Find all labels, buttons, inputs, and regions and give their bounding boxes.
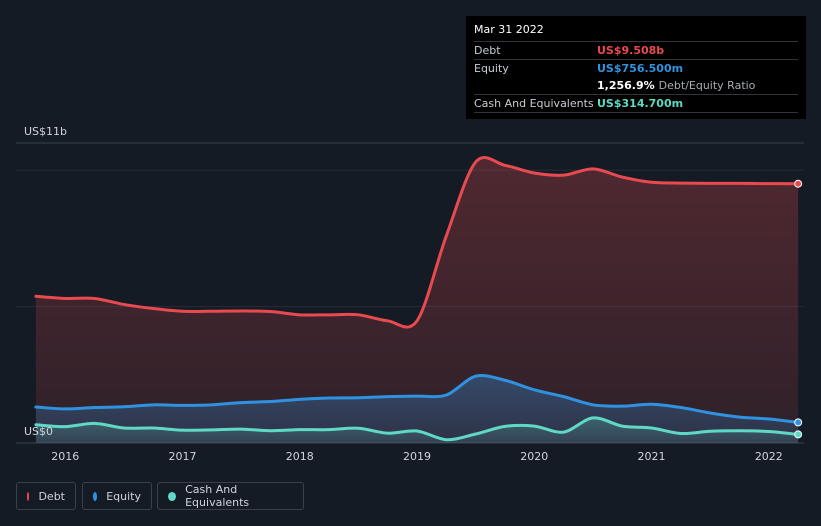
debt-dot-icon <box>27 491 30 501</box>
series-lines <box>34 156 800 442</box>
tooltip-ratio-label: Debt/Equity Ratio <box>658 79 756 92</box>
equity-dot-icon <box>93 491 98 501</box>
cash-endpoint <box>794 430 803 439</box>
equity-endpoint <box>794 418 803 427</box>
tooltip-ratio-value: 1,256.9% <box>597 79 655 92</box>
tooltip-debt-label: Debt <box>474 44 501 57</box>
x-tick-label: 2016 <box>51 450 79 463</box>
y-axis-bottom-label: US$0 <box>24 425 53 438</box>
legend-debt-label: Debt <box>38 489 65 503</box>
debt-endpoint <box>794 179 803 188</box>
x-tick-label: 2017 <box>169 450 197 463</box>
tooltip-debt-row: Debt US$9.508b <box>474 41 798 59</box>
y-axis-top-label: US$11b <box>24 125 67 138</box>
tooltip-debt-value: US$9.508b <box>597 44 665 57</box>
cash-line <box>34 416 800 442</box>
x-tick-label: 2018 <box>286 450 314 463</box>
tooltip-date: Mar 31 2022 <box>474 23 544 36</box>
tooltip-ratio-row: 1,256.9% Debt/Equity Ratio <box>474 77 798 94</box>
legend-cash-toggle[interactable]: Cash And Equivalents <box>157 482 304 510</box>
legend-cash-label: Cash And Equivalents <box>185 483 250 509</box>
tooltip-cash-row: Cash And Equivalents US$314.700m <box>474 94 798 113</box>
x-tick-label: 2020 <box>520 450 548 463</box>
tooltip-equity-value: US$756.500m <box>597 62 684 75</box>
equity-line <box>34 374 800 424</box>
series-areas <box>35 157 799 444</box>
tooltip-equity-label: Equity <box>474 62 509 75</box>
tooltip-panel: Mar 31 2022 Debt US$9.508b Equity US$756… <box>466 16 806 119</box>
series-endpoints <box>794 179 803 439</box>
cash-area <box>35 417 799 443</box>
debt-line <box>34 156 800 329</box>
x-tick-label: 2022 <box>755 450 783 463</box>
x-axis-ticks: 2016 2017 2018 2019 2020 2021 2022 <box>51 450 783 463</box>
legend-equity-label: Equity <box>106 489 141 503</box>
cash-dot-icon <box>168 491 177 501</box>
x-tick-label: 2021 <box>638 450 666 463</box>
debt-area <box>35 157 799 444</box>
tooltip-cash-label: Cash And Equivalents <box>474 97 594 110</box>
legend-equity-toggle[interactable]: Equity <box>82 482 152 510</box>
x-tick-label: 2019 <box>403 450 431 463</box>
tooltip-equity-row: Equity US$756.500m <box>474 59 798 77</box>
tooltip-cash-value: US$314.700m <box>597 97 684 110</box>
legend-debt-toggle[interactable]: Debt <box>16 482 76 510</box>
